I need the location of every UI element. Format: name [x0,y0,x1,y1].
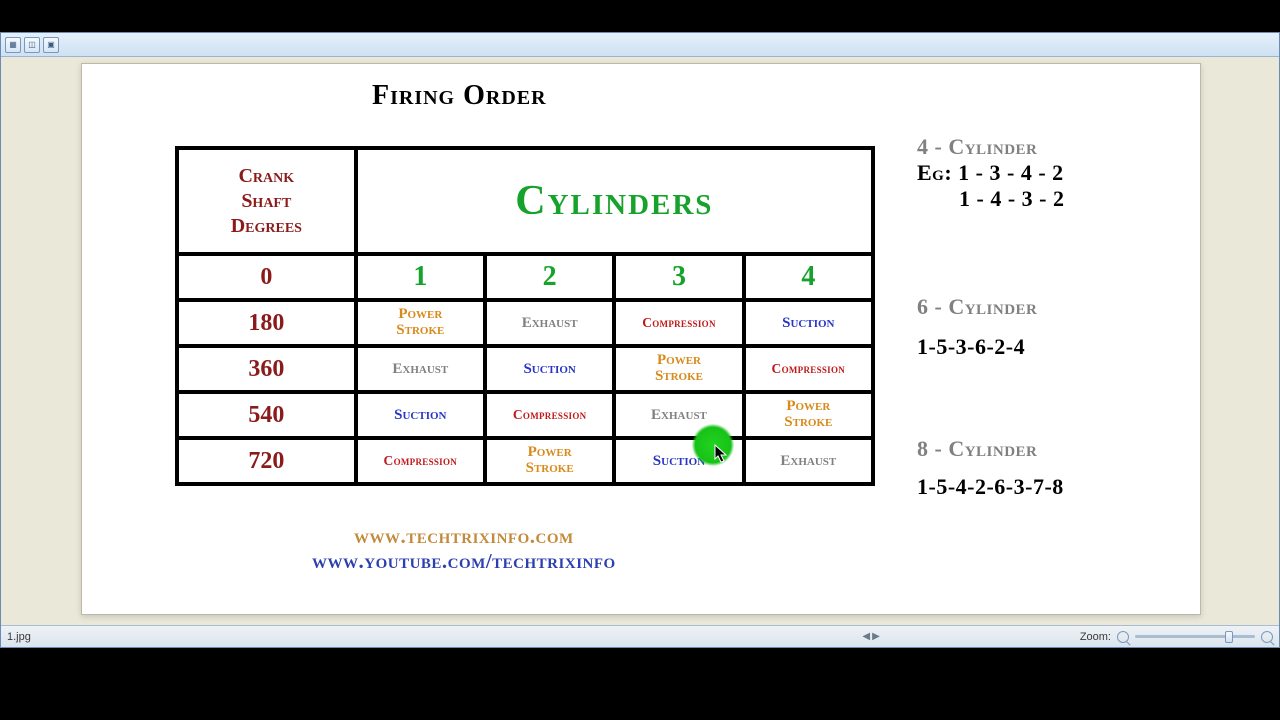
status-nav: ◀ ▶ [862,631,879,642]
table-row: 01234 [177,254,873,300]
header-degrees: CrankShaftDegrees [177,148,356,254]
stroke-cell: Suction [614,438,743,484]
viewer-window: ▦ ◫ ▣ Firing Order CrankShaftDegrees Cyl… [0,32,1280,648]
stroke-cell: PowerStroke [744,392,873,438]
header-degrees-text: CrankShaftDegrees [231,165,302,237]
nav-next-icon[interactable]: ▶ [872,631,880,642]
stroke-cell: Suction [356,392,485,438]
side-8cyl-ex: 1-5-4-2-6-3-7-8 [917,474,1187,500]
toolbar: ▦ ◫ ▣ [1,33,1279,57]
link-website[interactable]: www.techtrixinfo.com [312,524,616,549]
firing-order-table: CrankShaftDegrees Cylinders 01234180Powe… [175,146,875,486]
side-4cyl-ex2: 1 - 4 - 3 - 2 [917,186,1187,212]
table-row: 540SuctionCompressionExhaustPowerStroke [177,392,873,438]
toolbar-btn-2[interactable]: ◫ [24,37,40,53]
side-6cyl-header: 6 - Cylinder [917,294,1187,320]
side-4cyl-header: 4 - Cylinder [917,134,1187,160]
stroke-cell: Exhaust [485,300,614,346]
table-row: 720CompressionPowerStrokeSuctionExhaust [177,438,873,484]
degree-cell: 0 [177,254,356,300]
stroke-cell: Compression [614,300,743,346]
toolbar-btn-3[interactable]: ▣ [43,37,59,53]
zoom-in-icon[interactable] [1261,631,1273,643]
stroke-cell: 2 [485,254,614,300]
zoom-thumb[interactable] [1225,631,1233,643]
zoom-control: Zoom: [1080,631,1273,643]
stroke-cell: 3 [614,254,743,300]
nav-prev-icon[interactable]: ◀ [862,631,870,642]
degree-cell: 360 [177,346,356,392]
stroke-cell: 1 [356,254,485,300]
toolbar-btn-1[interactable]: ▦ [5,37,21,53]
side-6cyl-ex: 1-5-3-6-2-4 [917,334,1187,360]
side-8cyl: 8 - Cylinder 1-5-4-2-6-3-7-8 [917,436,1187,500]
status-filename: 1.jpg [7,631,31,643]
stroke-cell: Exhaust [744,438,873,484]
side-4cyl: 4 - Cylinder Eg: 1 - 3 - 4 - 2 1 - 4 - 3… [917,134,1187,212]
degree-cell: 540 [177,392,356,438]
stroke-cell: PowerStroke [614,346,743,392]
status-bar: 1.jpg ◀ ▶ Zoom: [1,625,1279,647]
stroke-cell: PowerStroke [485,438,614,484]
side-6cyl: 6 - Cylinder 1-5-3-6-2-4 [917,294,1187,360]
stroke-cell: Exhaust [614,392,743,438]
stroke-cell: Exhaust [356,346,485,392]
page-title: Firing Order [372,80,547,112]
stroke-cell: Suction [744,300,873,346]
stroke-cell: Compression [744,346,873,392]
document-page: Firing Order CrankShaftDegrees Cylinders… [81,63,1201,615]
table-row: 180PowerStrokeExhaustCompressionSuction [177,300,873,346]
stroke-cell: Suction [485,346,614,392]
side-8cyl-header: 8 - Cylinder [917,436,1187,462]
stroke-cell: 4 [744,254,873,300]
degree-cell: 720 [177,438,356,484]
degree-cell: 180 [177,300,356,346]
table-row: 360ExhaustSuctionPowerStrokeCompression [177,346,873,392]
zoom-slider[interactable] [1135,635,1255,638]
header-cylinders: Cylinders [356,148,873,254]
stroke-cell: Compression [485,392,614,438]
side-4cyl-ex1: Eg: 1 - 3 - 4 - 2 [917,160,1187,186]
link-youtube[interactable]: www.youtube.com/techtrixinfo [312,549,616,574]
stroke-cell: PowerStroke [356,300,485,346]
footer-links: www.techtrixinfo.com www.youtube.com/tec… [312,524,616,574]
zoom-label: Zoom: [1080,631,1111,643]
zoom-out-icon[interactable] [1117,631,1129,643]
stroke-cell: Compression [356,438,485,484]
